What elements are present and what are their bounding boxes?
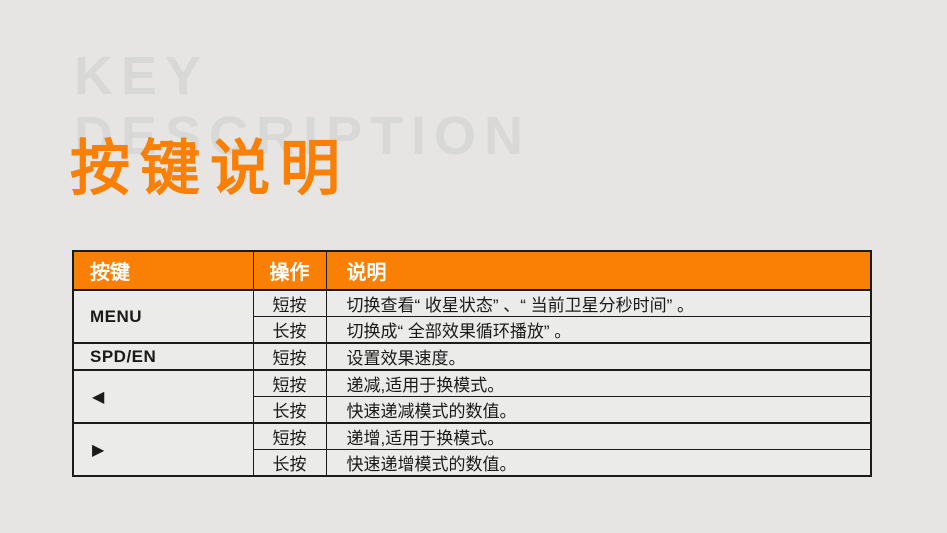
action-cell: 短按	[252, 422, 327, 450]
column-header-action: 操作	[252, 250, 327, 291]
key-description-table: 按键 操作 说明 MENU 短按 切换查看“ 收星状态” 、“ 当前卫星分秒时间…	[72, 250, 872, 477]
description-cell: 设置效果速度。	[325, 342, 872, 371]
table-row-left-long: 长按 快速递减模式的数值。	[73, 396, 872, 424]
description-cell: 快速递增模式的数值。	[325, 449, 872, 477]
description-cell: 快速递减模式的数值。	[325, 396, 872, 424]
action-cell: 短按	[252, 342, 327, 371]
watermark-line-description: DESCRIPTION	[74, 106, 532, 166]
description-cell: 切换查看“ 收星状态” 、“ 当前卫星分秒时间” 。	[325, 289, 872, 317]
description-cell: 递增,适用于换模式。	[325, 422, 872, 450]
action-cell: 长按	[252, 449, 327, 477]
right-arrow-icon: ▶	[72, 422, 254, 477]
column-header-key: 按键	[72, 250, 254, 291]
left-arrow-icon: ◀	[72, 369, 254, 424]
table-header-row: 按键 操作 说明	[72, 250, 872, 291]
table-row-spd-en: SPD/EN 短按 设置效果速度。	[72, 342, 872, 371]
action-cell: 长按	[252, 396, 327, 424]
description-cell: 递减,适用于换模式。	[325, 369, 872, 397]
watermark-text: KEY DESCRIPTION	[74, 46, 531, 166]
table-row-menu-short: MENU 短按 切换查看“ 收星状态” 、“ 当前卫星分秒时间” 。	[72, 289, 872, 344]
description-cell: 切换成“ 全部效果循环播放” 。	[325, 316, 872, 344]
watermark-line-key: KEY	[74, 46, 210, 106]
table-row-left-short: ◀ 短按 递减,适用于换模式。	[72, 369, 872, 424]
key-cell-menu: MENU	[72, 289, 254, 344]
page-title: 按键说明	[70, 135, 350, 202]
action-cell: 短按	[252, 369, 327, 397]
action-cell: 长按	[252, 316, 327, 344]
key-cell-spd-en: SPD/EN	[72, 342, 254, 371]
action-cell: 短按	[252, 289, 327, 317]
table-row-menu-long: 长按 切换成“ 全部效果循环播放” 。	[73, 316, 872, 344]
column-header-description: 说明	[325, 250, 872, 291]
table-row-right-short: ▶ 短按 递增,适用于换模式。	[72, 422, 872, 477]
table-row-right-long: 长按 快速递增模式的数值。	[73, 449, 872, 477]
